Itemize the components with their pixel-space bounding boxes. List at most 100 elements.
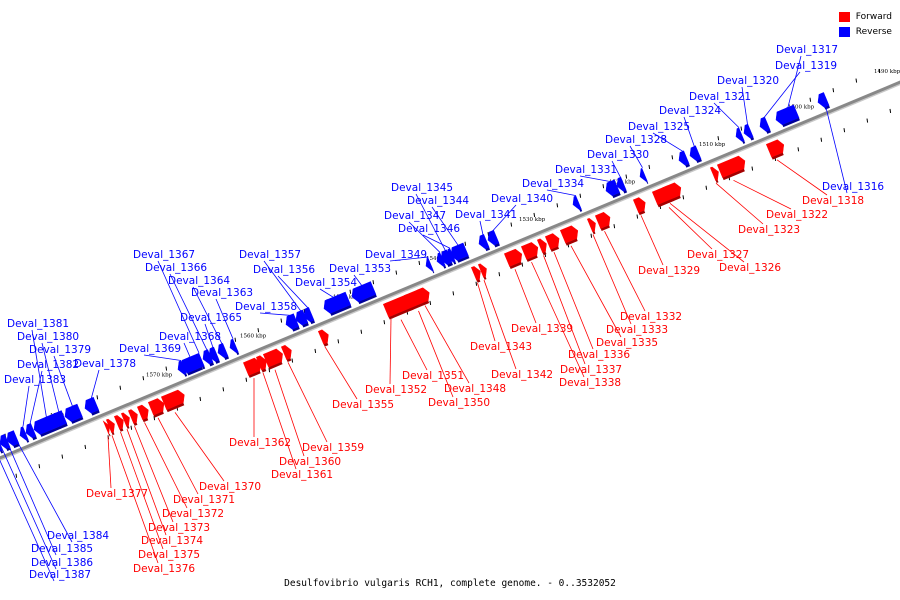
tick-mark bbox=[383, 320, 386, 325]
gene-leader bbox=[319, 288, 338, 300]
gene-bevel bbox=[0, 450, 4, 454]
gene-deval_1334 bbox=[572, 195, 583, 212]
gene-bevel bbox=[119, 428, 124, 432]
gene-leader bbox=[41, 342, 60, 413]
tick-mark bbox=[556, 203, 559, 208]
gene-bevel bbox=[722, 168, 745, 181]
gene-arrow bbox=[113, 415, 124, 430]
gene-deval_1366 bbox=[202, 349, 215, 367]
gene-bevel bbox=[579, 208, 583, 212]
tick-mark bbox=[613, 224, 616, 229]
gene-bevel bbox=[268, 361, 283, 370]
tick-mark bbox=[498, 272, 501, 277]
legend-item-forward: Forward bbox=[838, 9, 892, 24]
tick-mark bbox=[199, 396, 202, 402]
gene-deval_1324 bbox=[689, 145, 702, 164]
gene-label-deval_1382: Deval_1382 bbox=[17, 359, 79, 371]
gene-label-deval_1380: Deval_1380 bbox=[17, 331, 79, 343]
gene-arrow bbox=[295, 309, 309, 326]
gene-bevel bbox=[310, 320, 316, 325]
gene-deval_1322 bbox=[716, 155, 746, 181]
tick-mark bbox=[797, 147, 800, 152]
gene-label-deval_1350: Deval_1350 bbox=[428, 397, 490, 409]
tick-mark bbox=[119, 385, 122, 390]
gene-deval_1330 bbox=[616, 176, 628, 194]
tick-mark bbox=[84, 444, 87, 450]
gene-deval_1340 bbox=[487, 229, 500, 248]
gene-leader bbox=[579, 175, 613, 183]
gene-label-deval_1386: Deval_1386 bbox=[31, 557, 93, 569]
gene-label-deval_1329: Deval_1329 bbox=[638, 265, 700, 277]
gene-arrow bbox=[136, 404, 149, 421]
tick-mark bbox=[395, 270, 398, 275]
gene-bevel bbox=[509, 262, 522, 269]
tick-mark bbox=[291, 358, 294, 363]
gene-leader bbox=[652, 132, 684, 152]
gene-leader bbox=[715, 182, 764, 225]
gene-leader bbox=[169, 273, 208, 351]
gene-deval_1359 bbox=[280, 344, 292, 363]
gene-bevel bbox=[32, 436, 38, 441]
gene-label-deval_1325: Deval_1325 bbox=[628, 121, 690, 133]
gene-deval_1337 bbox=[536, 238, 547, 256]
gene-bevel bbox=[261, 368, 267, 373]
gene-label-deval_1321: Deval_1321 bbox=[689, 91, 751, 103]
gene-bevel bbox=[126, 425, 130, 429]
gene-bevel bbox=[187, 367, 204, 376]
gene-deval_1368 bbox=[180, 353, 204, 376]
tick-mark bbox=[717, 136, 720, 141]
tick-label: 1560 kbp bbox=[240, 333, 267, 339]
gene-label-deval_1377: Deval_1377 bbox=[86, 488, 148, 500]
gene-label-deval_1339: Deval_1339 bbox=[511, 323, 573, 335]
gene-leader bbox=[111, 435, 159, 564]
gene-bevel bbox=[330, 305, 352, 316]
gene-leader bbox=[29, 370, 43, 425]
gene-bevel bbox=[638, 210, 646, 216]
gene-deval_1347 bbox=[436, 252, 447, 269]
gene-deval_1382 bbox=[25, 423, 38, 441]
gene-leader bbox=[31, 329, 48, 421]
gene-deval_1338 bbox=[520, 242, 539, 262]
gene-leader bbox=[713, 102, 740, 128]
gene-deval_1364 bbox=[217, 342, 230, 361]
gene-deval_1316 bbox=[817, 92, 830, 110]
gene-label-deval_1372: Deval_1372 bbox=[162, 508, 224, 520]
gene-leader bbox=[262, 372, 297, 470]
tick-mark bbox=[648, 164, 651, 170]
gene-arrow bbox=[202, 349, 214, 365]
gene-arrow bbox=[759, 116, 771, 132]
gene-bevel bbox=[494, 243, 500, 248]
gene-label-deval_1363: Deval_1363 bbox=[191, 287, 253, 299]
gene-arrow bbox=[33, 412, 62, 435]
gene-bevel bbox=[153, 411, 164, 418]
gene-leader bbox=[570, 245, 622, 338]
gene-arrow bbox=[280, 344, 292, 361]
tick-mark bbox=[360, 329, 363, 334]
gene-leader bbox=[174, 412, 225, 482]
tick-mark bbox=[866, 118, 869, 123]
gene-deval_1332 bbox=[594, 212, 611, 231]
gene-bevel bbox=[224, 356, 230, 361]
reverse-swatch bbox=[838, 26, 850, 37]
gene-bevel bbox=[565, 238, 578, 246]
gene-arrow bbox=[446, 248, 456, 263]
tick-mark bbox=[337, 339, 340, 344]
gene-arrow bbox=[105, 418, 115, 434]
gene-arrow bbox=[775, 104, 800, 126]
gene-label-deval_1351: Deval_1351 bbox=[402, 370, 464, 382]
gene-label-deval_1324: Deval_1324 bbox=[659, 105, 721, 117]
gene-label-deval_1336: Deval_1336 bbox=[568, 349, 630, 361]
tick-mark bbox=[38, 464, 41, 469]
legend-label-forward: Forward bbox=[855, 11, 892, 22]
gene-deval_1342 bbox=[477, 263, 487, 280]
gene-bevel bbox=[715, 179, 719, 183]
gene-bevel bbox=[476, 279, 481, 283]
gene-leader bbox=[277, 275, 309, 309]
gene-leader bbox=[3, 434, 57, 556]
gene-label-deval_1373: Deval_1373 bbox=[148, 522, 210, 534]
gene-leader bbox=[143, 354, 182, 361]
gene-arrow bbox=[586, 218, 596, 233]
gene-arrow bbox=[716, 155, 746, 179]
gene-leader bbox=[120, 431, 164, 550]
gene-bevel bbox=[592, 231, 596, 235]
